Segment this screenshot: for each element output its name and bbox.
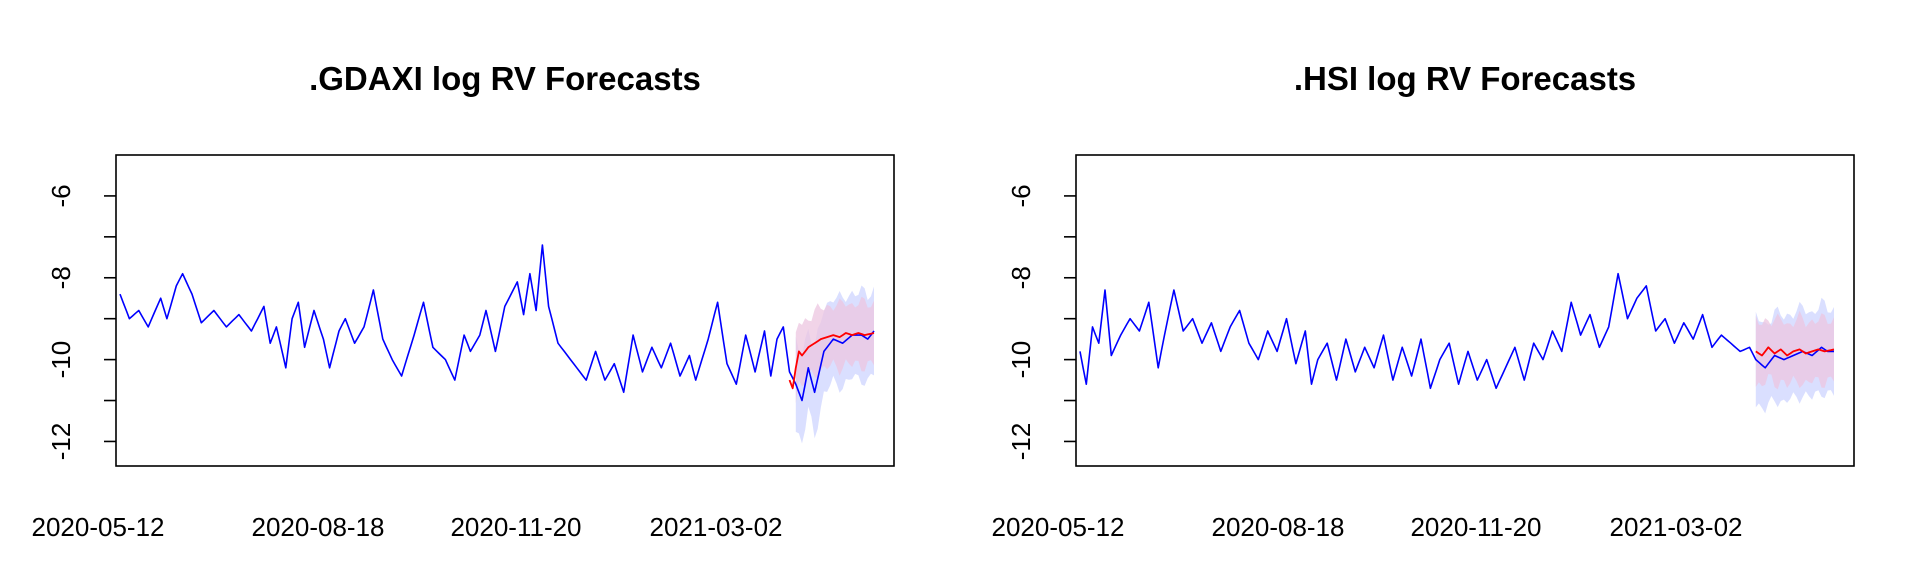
- hsi-y-tick-label: -12: [1006, 423, 1036, 461]
- hsi-x-tick-label: 2020-05-12: [992, 512, 1125, 542]
- gdaxi-y-tick-label: -6: [46, 184, 76, 207]
- hsi-chart: .HSI log RV Forecasts -12 -10 -8 -6 2020-05-1…: [992, 60, 1855, 542]
- gdaxi-plot-frame: [115, 154, 895, 467]
- hsi-chart-title: .HSI log RV Forecasts: [1294, 60, 1636, 97]
- gdaxi-y-tick-label: -12: [46, 423, 76, 461]
- hsi-y-tick-label: -8: [1006, 266, 1036, 289]
- gdaxi-forecast-interval-band: [795, 296, 874, 404]
- gdaxi-x-tick-label: 2020-08-18: [252, 512, 385, 542]
- gdaxi-chart-title: .GDAXI log RV Forecasts: [309, 60, 701, 97]
- hsi-plot-frame: [1075, 154, 1855, 467]
- hsi-x-tick-label: 2021-03-02: [1610, 512, 1743, 542]
- gdaxi-y-tick-label: -8: [46, 266, 76, 289]
- gdaxi-chart: .GDAXI log RV Forecasts -12 -10 -8 -6 2020-05…: [32, 60, 895, 542]
- hsi-y-tick-label: -10: [1006, 341, 1036, 379]
- hsi-realized-series-line: [1079, 272, 1834, 390]
- gdaxi-x-tick-label: 2020-05-12: [32, 512, 165, 542]
- hsi-chart-panel: .HSI log RV Forecasts -12 -10 -8 -6 2020-05-1…: [960, 0, 1920, 576]
- gdaxi-x-tick-label: 2020-11-20: [450, 512, 581, 542]
- gdaxi-y-tick-label: -10: [46, 341, 76, 379]
- gdaxi-chart-panel: .GDAXI log RV Forecasts -12 -10 -8 -6 2020-05…: [32, 60, 895, 542]
- hsi-x-tick-label: 2020-08-18: [1212, 512, 1345, 542]
- gdaxi-forecast-series-line: [788, 332, 875, 390]
- hsi-y-tick-label: -6: [1006, 184, 1036, 207]
- hsi-x-tick-label: 2020-11-20: [1410, 512, 1541, 542]
- hsi-forecast-series-line: [1755, 346, 1835, 357]
- gdaxi-x-tick-label: 2021-03-02: [650, 512, 783, 542]
- gdaxi-realized-series-line: [119, 244, 875, 402]
